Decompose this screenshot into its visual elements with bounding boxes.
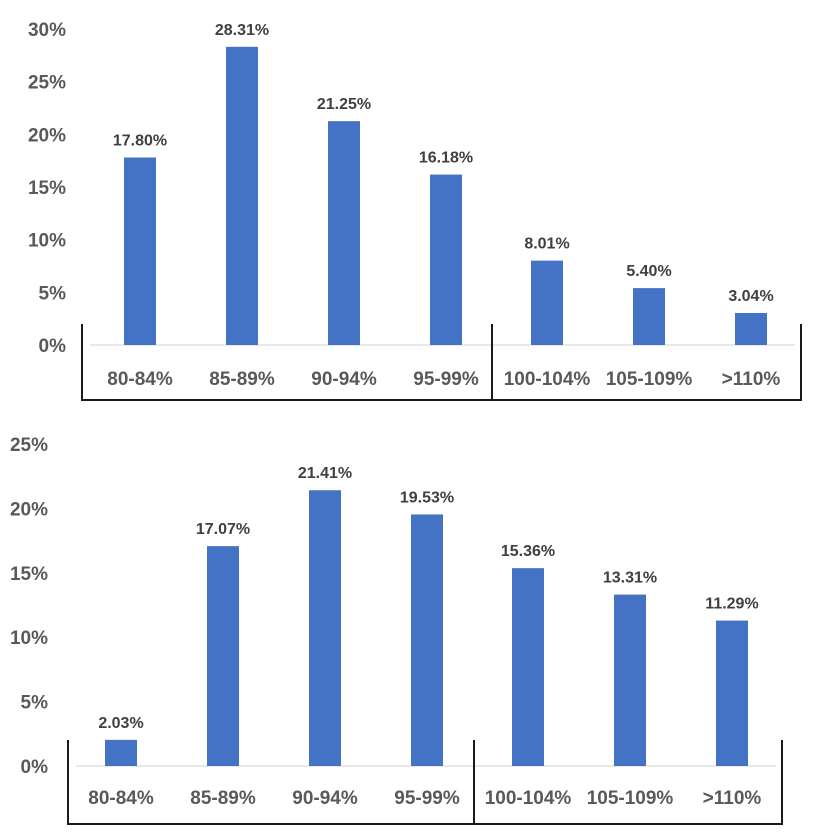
y-tick-label: 20% — [10, 499, 48, 520]
x-tick-label: >110% — [703, 788, 762, 809]
data-label: 17.80% — [113, 133, 167, 150]
data-label: 5.40% — [626, 263, 671, 280]
x-tick-label: 95-99% — [413, 369, 479, 390]
bar — [735, 312, 767, 345]
data-label: 8.01% — [524, 236, 569, 253]
x-tick-label: 90-94% — [292, 788, 358, 809]
y-tick-label: 0% — [39, 336, 67, 357]
bar — [309, 490, 341, 766]
x-tick-label: 100-104% — [485, 788, 572, 809]
y-tick-label: 10% — [28, 231, 66, 252]
data-label: 11.29% — [705, 596, 758, 613]
y-tick-label: 15% — [28, 178, 66, 199]
group-bracket-right — [473, 740, 783, 825]
group-bracket-right — [491, 324, 802, 401]
bar — [207, 546, 239, 766]
y-tick-label: 5% — [21, 693, 49, 714]
data-label: 2.03% — [98, 715, 143, 732]
x-tick-label: 85-89% — [209, 369, 275, 390]
x-tick-label: 85-89% — [190, 788, 256, 809]
bar — [411, 514, 443, 766]
group-bracket-left — [81, 324, 492, 401]
data-label: 15.36% — [501, 543, 555, 560]
data-label: 17.07% — [196, 521, 250, 538]
x-tick-label: 100-104% — [504, 369, 591, 390]
bar — [716, 620, 748, 766]
x-tick-label: 95-99% — [394, 788, 460, 809]
bar — [105, 739, 137, 766]
x-tick-label: 80-84% — [107, 369, 173, 390]
data-label: 16.18% — [419, 150, 473, 167]
bar-chart-bottom: 0% 5% 10% 15% 20% 25% 2.03% 17.07% 21.41% 19.53% 1… — [10, 435, 783, 825]
bar — [614, 594, 646, 766]
y-tick-label: 5% — [39, 283, 67, 304]
data-label: 19.53% — [400, 489, 454, 506]
bar — [124, 157, 156, 345]
bar — [531, 260, 563, 345]
y-tick-label: 15% — [10, 564, 48, 585]
group-bracket-left — [67, 740, 474, 825]
y-tick-label: 0% — [21, 757, 49, 778]
y-tick-label: 25% — [28, 73, 66, 94]
bar — [512, 568, 544, 766]
x-tick-label: 105-109% — [587, 788, 674, 809]
x-tick-label: >110% — [722, 369, 781, 390]
bar-chart-top: 0% 5% 10% 15% 20% 25% 30% 17.80% 28.31% 21.25% 16.… — [28, 20, 802, 401]
data-label: 21.41% — [298, 465, 352, 482]
data-label: 21.25% — [317, 96, 371, 113]
data-label: 28.31% — [215, 22, 269, 39]
y-tick-label: 25% — [10, 435, 48, 456]
bar — [430, 174, 462, 345]
data-label: 3.04% — [728, 288, 773, 305]
bar — [328, 121, 360, 346]
bar — [226, 46, 258, 346]
bar — [633, 288, 665, 345]
y-tick-label: 10% — [10, 628, 48, 649]
x-tick-label: 80-84% — [88, 788, 154, 809]
x-tick-label: 105-109% — [606, 369, 693, 390]
data-label: 13.31% — [603, 570, 657, 587]
x-tick-label: 90-94% — [311, 369, 377, 390]
y-tick-label: 20% — [28, 125, 66, 146]
y-tick-label: 30% — [28, 20, 66, 41]
